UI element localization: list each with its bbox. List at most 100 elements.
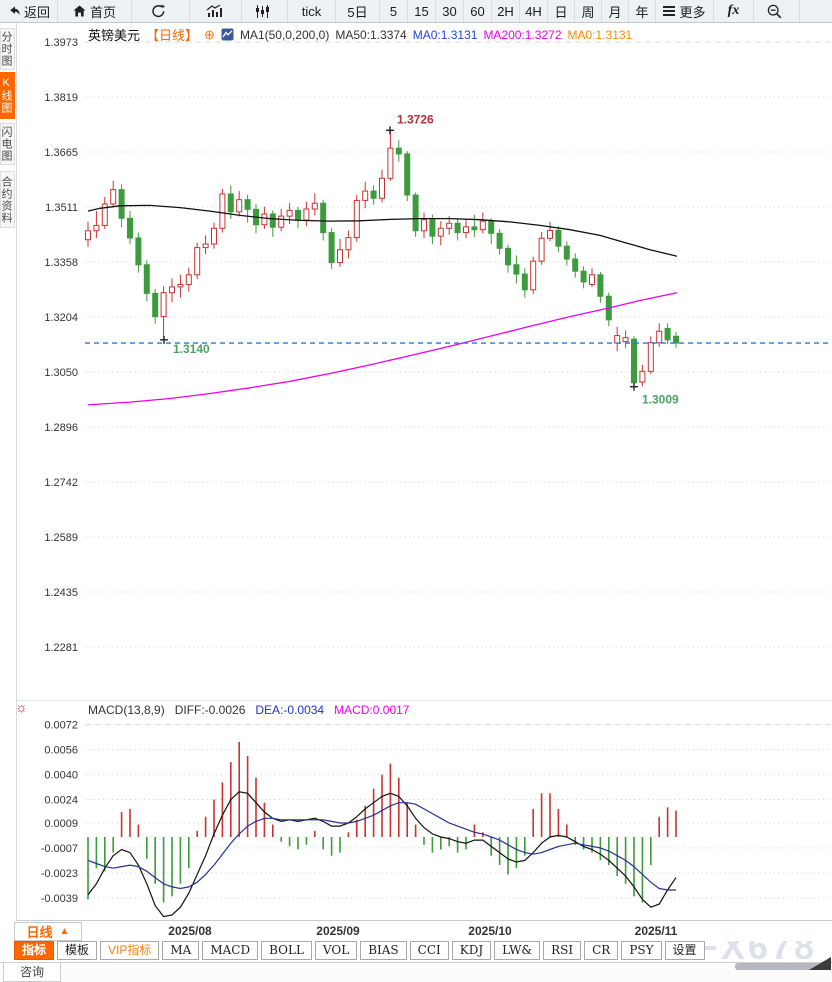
sidebar-item-lightning-chart[interactable]: 闪电图 [0,123,15,165]
add-compare-icon[interactable]: ⊕ [204,27,215,42]
svg-text:1.3204: 1.3204 [44,312,78,324]
tab-indicators[interactable]: 指标 [14,941,55,960]
candlestick-icon [256,4,269,18]
more-label: 更多 [679,4,706,20]
svg-text:1.3358: 1.3358 [44,257,78,269]
period-day-button[interactable]: 日 [548,0,575,22]
sidebar-item-contract-info[interactable]: 合约资料 [0,171,15,228]
top-toolbar: 返回 首页 tick 5日 5 15 30 60 2H 4H 日 周 月 年 [0,0,832,23]
tab-cr[interactable]: CR [584,941,619,960]
period-5m-button[interactable]: 5 [380,0,408,22]
fx-indicator-button[interactable]: fx [714,0,754,22]
candle-chart-mode-button[interactable] [242,0,288,22]
sidebar-item-time-chart[interactable]: 分时图 [0,28,15,70]
ma-settings-label[interactable]: MA1(50,0,200,0) [239,27,330,42]
period-month-button[interactable]: 月 [602,0,629,22]
period-2h-button[interactable]: 2H [492,0,520,22]
back-button[interactable]: 返回 [0,0,58,22]
period-week-button[interactable]: 周 [575,0,602,22]
tab-psy[interactable]: PSY [621,941,662,960]
svg-text:1.3009: 1.3009 [642,393,679,407]
ma0-orange-value: MA0:1.3131 [567,27,633,42]
tab-rsi-label: RSI [551,943,574,957]
tab-rsi[interactable]: RSI [543,941,582,960]
ma200-value: MA200:1.3272 [483,27,562,42]
svg-text:1.2435: 1.2435 [44,587,78,599]
sidebar-item-kline-chart[interactable]: K线图 [0,72,15,119]
svg-text:1.3819: 1.3819 [44,92,78,104]
back-arrow-icon [10,6,20,16]
bar-chart-icon [206,4,222,17]
tab-lw[interactable]: LW& [494,941,541,960]
tab-kdj[interactable]: KDJ [451,941,492,960]
svg-text:-0.0039: -0.0039 [41,893,78,905]
zoom-out-button[interactable] [754,0,800,22]
symbol-header: 英镑美元 【日线】 ⊕ MA1(50,0,200,0) MA50:1.3374 … [88,25,632,44]
4h-label: 4H [525,3,542,19]
svg-text:0.0056: 0.0056 [44,745,78,757]
refresh-button[interactable] [132,0,190,22]
tab-templates-label: 模板 [65,943,90,957]
5m-label: 5 [389,3,398,19]
tab-macd[interactable]: MACD [202,941,259,960]
contract-info-label: 合约资料 [0,175,12,224]
tab-indicators-label: 指标 [22,943,47,957]
svg-text:1.3511: 1.3511 [45,202,78,214]
svg-text:1.3140: 1.3140 [173,342,210,356]
svg-text:0.0009: 0.0009 [44,818,78,830]
year-label: 年 [635,4,649,20]
svg-text:1.3726: 1.3726 [397,112,434,126]
tab-cr-label: CR [592,943,611,957]
xaxis-label-sep: 2025/09 [316,924,360,938]
svg-text:1.3973: 1.3973 [44,37,78,49]
tab-vip-indicators[interactable]: VIP指标 [100,941,160,960]
period-selector-label: 日线 [26,925,53,940]
tab-vol[interactable]: VOL [314,941,358,960]
ma0-blue-value: MA0:1.3131 [412,27,478,42]
svg-text:1.2589: 1.2589 [44,532,78,544]
tab-ma-label: MA [170,943,192,957]
tab-templates[interactable]: 模板 [57,941,98,960]
period-4h-button[interactable]: 4H [520,0,548,22]
period-tick-button[interactable]: tick [288,0,336,22]
ma-legend-icon[interactable] [221,28,234,41]
home-button[interactable]: 首页 [58,0,132,22]
fx-label: fx [727,3,740,18]
tab-psy-label: PSY [629,943,654,957]
home-icon [73,5,86,17]
period-30m-button[interactable]: 30 [436,0,464,22]
symbol-period: 【日线】 [146,28,199,43]
consult-tab[interactable]: 咨询 [3,963,61,982]
menu-icon [663,6,676,16]
month-label: 月 [608,4,622,20]
tab-boll-label: BOLL [269,943,304,957]
home-label: 首页 [89,4,116,20]
macd-macd-value: MACD:0.0017 [334,703,410,717]
corner-resize-triangle [809,957,831,970]
tab-cci[interactable]: CCI [409,941,449,960]
more-button[interactable]: 更多 [656,0,714,22]
period-selector[interactable]: 日线 ▲ [14,922,82,941]
line-chart-mode-button[interactable] [190,0,242,22]
chevron-up-icon: ▲ [59,926,70,937]
tab-settings-label: 设置 [672,943,697,957]
tab-boll[interactable]: BOLL [261,941,312,960]
period-60m-button[interactable]: 60 [464,0,492,22]
tab-ma[interactable]: MA [162,941,200,960]
day-label: 日 [554,4,568,20]
tab-bias[interactable]: BIAS [360,941,407,960]
macd-params-label[interactable]: MACD(13,8,9) [88,703,165,717]
tab-kdj-label: KDJ [459,943,484,957]
indicator-settings-icon[interactable]: ☼ [15,699,28,715]
zoom-out-icon [767,4,782,18]
tab-cci-label: CCI [417,943,441,957]
period-year-button[interactable]: 年 [629,0,656,22]
period-5d-button[interactable]: 5日 [336,0,380,22]
horizontal-scrollbar-thumb[interactable] [735,963,827,970]
period-15m-button[interactable]: 15 [408,0,436,22]
30m-label: 30 [442,3,457,19]
tab-settings[interactable]: 设置 [664,941,705,960]
status-bar: 咨询 [0,957,832,982]
back-label: 返回 [23,4,50,20]
